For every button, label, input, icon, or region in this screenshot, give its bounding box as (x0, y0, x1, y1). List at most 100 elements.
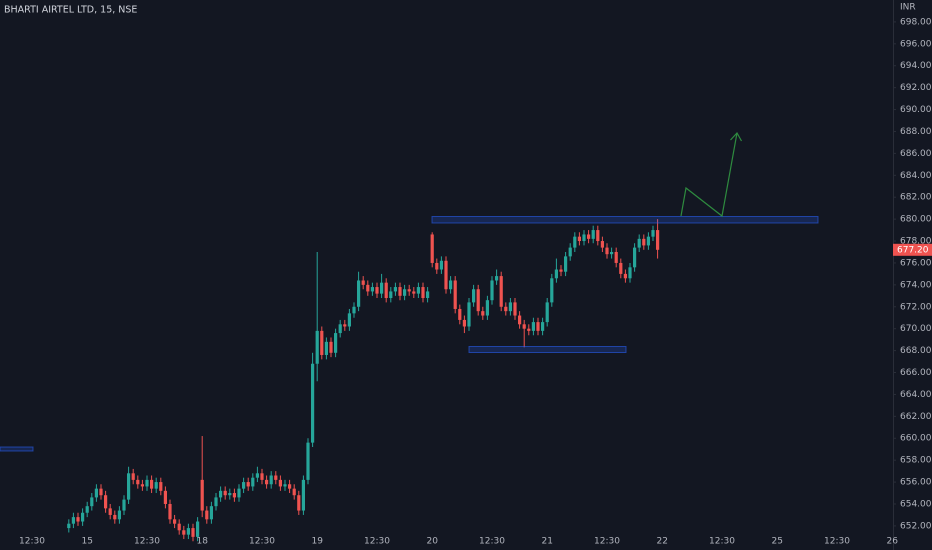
x-tick-label: 12:30 (249, 537, 275, 547)
candle-body (361, 280, 365, 285)
candle-body (108, 508, 112, 515)
y-tick-label: 686.00 (900, 149, 932, 159)
y-axis-label: INR (900, 3, 916, 13)
candle-body (214, 497, 218, 507)
candle-body (90, 497, 94, 507)
candle-body (467, 302, 471, 327)
y-tick-label: 672.00 (900, 302, 932, 312)
x-tick-label: 12:30 (19, 537, 45, 547)
candle-body (205, 510, 209, 520)
x-tick-label: 20 (426, 537, 438, 547)
candle-body (389, 291, 393, 299)
candle-body (614, 251, 618, 263)
candle-body (541, 322, 545, 331)
y-tick-label: 678.00 (900, 237, 932, 247)
candle-body (522, 324, 526, 329)
x-tick-label: 21 (541, 537, 552, 547)
last-price-label: 677.20 (897, 245, 929, 255)
candle-body (219, 490, 223, 498)
candle-body (449, 280, 453, 290)
x-tick-label: 19 (311, 537, 323, 547)
candle-body (412, 291, 416, 294)
last-price-tag (893, 243, 932, 256)
candle-body (651, 230, 655, 237)
candle-body (71, 517, 75, 524)
candle-body (104, 495, 108, 509)
candle-body (278, 479, 282, 487)
candle-body (656, 230, 660, 250)
candle-body (122, 499, 126, 511)
candle-body (375, 287, 379, 294)
candle-body (159, 482, 163, 491)
y-tick-label: 670.00 (900, 324, 932, 334)
candle-body (545, 302, 549, 323)
candle-body (251, 477, 255, 487)
candle-body (265, 479, 269, 485)
candle-body (591, 230, 595, 239)
candle-body (260, 473, 264, 480)
candle-body (568, 247, 572, 257)
candle-body (481, 311, 485, 316)
candle-body (306, 442, 310, 480)
candle-body (619, 262, 623, 274)
candle-body (242, 482, 246, 489)
y-tick-label: 688.00 (900, 127, 932, 137)
candle-body (200, 479, 204, 511)
y-tick-label: 654.00 (900, 499, 932, 509)
y-tick-label: 664.00 (900, 390, 932, 400)
y-tick-label: 658.00 (900, 456, 932, 466)
candle-body (315, 330, 319, 364)
y-tick-label: 660.00 (900, 434, 932, 444)
candle-body (531, 322, 535, 331)
candle-body (283, 484, 287, 487)
candle-body (384, 282, 388, 299)
candle-body (610, 251, 614, 255)
candle-body (347, 313, 351, 327)
candle-body (637, 238, 641, 248)
candle-body (393, 287, 397, 292)
y-tick-label: 674.00 (900, 280, 932, 290)
candle-body (439, 260, 443, 270)
y-tick-label: 666.00 (900, 368, 932, 378)
y-tick-label: 694.00 (900, 61, 932, 71)
candle-body (458, 308, 462, 320)
candle-body (476, 289, 480, 312)
candle-body (288, 484, 292, 489)
chart-title: BHARTI AIRTEL LTD, 15, NSE (4, 5, 137, 16)
candle-body (292, 488, 296, 496)
candle-body (444, 260, 448, 290)
candle-body (416, 287, 420, 294)
y-tick-label: 680.00 (900, 215, 932, 225)
candle-body (269, 475, 273, 485)
candle-body (605, 247, 609, 255)
y-tick-label: 690.00 (900, 105, 932, 115)
candle-body (628, 267, 632, 279)
y-tick-label: 652.00 (900, 521, 932, 531)
candle-body (366, 284, 370, 292)
candle-body (140, 484, 144, 487)
y-tick-label: 684.00 (900, 171, 932, 181)
candle-body (311, 363, 315, 443)
candle-body (329, 341, 333, 353)
candle-body (94, 488, 98, 498)
candle-body (587, 234, 591, 239)
x-tick-label: 12:30 (364, 537, 390, 547)
zone (0, 446, 34, 452)
candle-body (472, 289, 476, 303)
candle-body (398, 287, 402, 296)
candle-body (527, 328, 531, 331)
candle-body (168, 503, 172, 520)
candle-body (600, 241, 604, 248)
candle-body (370, 287, 374, 292)
candle-body (163, 490, 167, 504)
candle-body (196, 521, 200, 537)
candle-body (380, 282, 384, 294)
candle-body (334, 333, 338, 353)
candle-body (352, 306, 356, 314)
candle-body (191, 528, 195, 537)
candle-body (504, 306, 508, 312)
candle-body (117, 510, 121, 520)
candle-body (338, 324, 342, 334)
